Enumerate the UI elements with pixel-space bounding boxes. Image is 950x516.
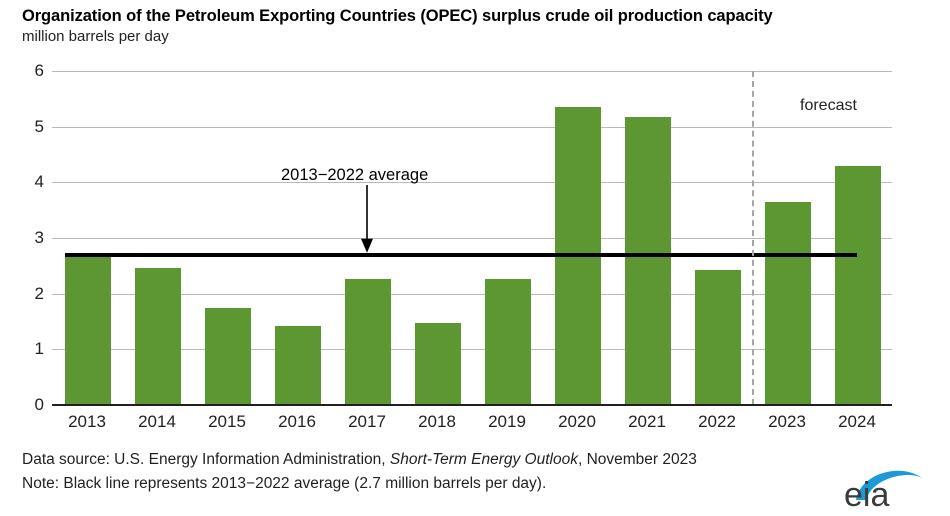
bar-2013[interactable] [65, 253, 111, 405]
annotation-arrow-icon [361, 185, 373, 253]
data-source-note: Data source: U.S. Energy Information Adm… [22, 448, 832, 472]
chart-note: Note: Black line represents 2013−2022 av… [22, 475, 547, 492]
y-axis-tick-label: 1 [34, 339, 44, 359]
x-axis-tick-label: 2022 [698, 412, 736, 431]
x-axis-tick-label: 2021 [628, 412, 666, 431]
x-axis-tick-label: 2017 [348, 412, 386, 431]
x-axis-tick-label: 2018 [418, 412, 456, 431]
bar-2018[interactable] [415, 322, 461, 405]
bar-2017[interactable] [345, 279, 391, 405]
data-source-publication: Short-Term Energy Outlook [389, 451, 578, 468]
gridline [52, 71, 892, 72]
forecast-divider-line [752, 71, 754, 405]
gridline [52, 349, 892, 351]
eia-logo-text: eia [844, 476, 889, 510]
forecast-label: forecast [800, 97, 857, 114]
y-axis-tick-label: 3 [34, 228, 44, 247]
x-axis-line [52, 404, 892, 406]
bar-2014[interactable] [135, 267, 181, 405]
y-axis-tick-label: 2 [34, 283, 44, 303]
page-title: Organization of the Petroleum Exporting … [22, 7, 773, 25]
bar-2016[interactable] [275, 325, 321, 405]
data-source-prefix: Data source: U.S. Energy Information Adm… [22, 451, 390, 468]
x-axis-tick-label: 2014 [138, 412, 176, 431]
x-axis-tick-label: 2019 [488, 412, 526, 431]
x-axis-tick-label: 2016 [278, 412, 316, 431]
y-axis-tick-label: 0 [34, 395, 44, 414]
chart-subtitle: million barrels per day [22, 28, 169, 45]
x-axis-tick-label: 2024 [838, 412, 876, 431]
bar-2023[interactable] [765, 201, 811, 405]
gridline [52, 293, 892, 295]
x-axis-labels: 2013 2014 2015 2016 2017 2018 2019 2020 2021 2022… [52, 411, 892, 437]
bars-layer [52, 71, 892, 405]
gridline [52, 238, 892, 239]
x-axis-tick-label: 2023 [768, 412, 806, 431]
bar-2024[interactable] [835, 165, 881, 405]
eia-logo-swoosh-icon [856, 470, 922, 500]
y-axis-tick-label: 5 [34, 116, 44, 136]
x-axis-tick-label: 2015 [208, 412, 246, 431]
plot-area: forecast 2013−2022 average [52, 71, 892, 406]
x-axis-tick-label: 2013 [68, 412, 106, 431]
annotation-arrow-head [361, 238, 373, 253]
gridline [52, 126, 892, 128]
bar-2019[interactable] [485, 279, 531, 405]
average-reference-line [65, 252, 857, 257]
y-axis-tick-label: 4 [34, 172, 44, 192]
data-source-suffix: , November 2023 [577, 451, 697, 468]
gridline [52, 182, 892, 184]
eia-logo: eia [844, 470, 922, 510]
average-annotation-label: 2013−2022 average [281, 166, 429, 184]
title-block: Organization of the Petroleum Exporting … [22, 6, 922, 46]
footnotes: Data source: U.S. Energy Information Adm… [22, 448, 832, 496]
bar-2022[interactable] [695, 270, 741, 405]
bar-2021[interactable] [625, 116, 671, 405]
x-axis-tick-label: 2020 [558, 412, 596, 431]
y-axis-tick-label: 6 [34, 61, 44, 80]
y-axis-labels: 0 1 2 3 4 5 6 [10, 62, 44, 413]
bar-2015[interactable] [205, 307, 251, 405]
